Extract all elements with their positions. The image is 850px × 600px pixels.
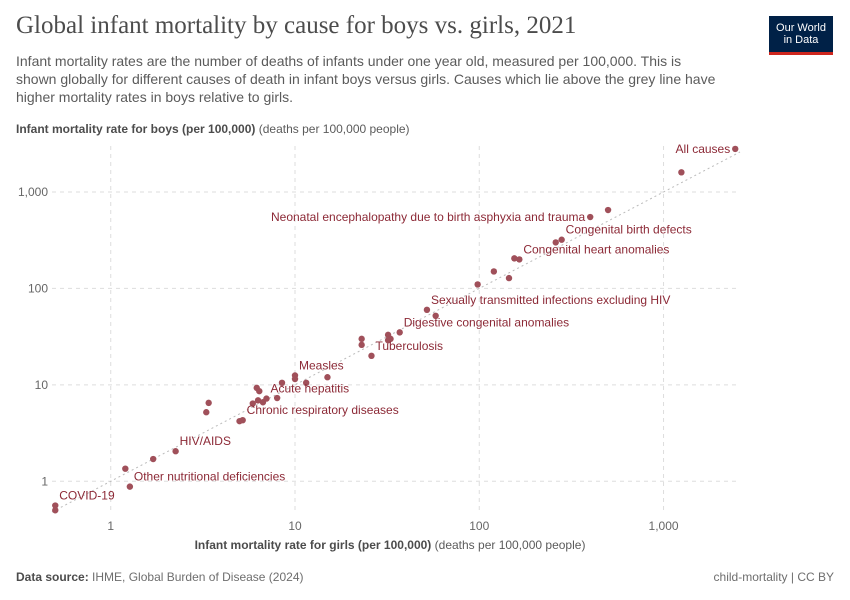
- data-point: [172, 448, 179, 455]
- data-point: [254, 397, 262, 404]
- owid-logo[interactable]: Our World in Data: [769, 16, 833, 55]
- data-point: [324, 374, 331, 381]
- data-point: [259, 399, 267, 406]
- data-point: [368, 352, 375, 360]
- data-point: [732, 145, 739, 153]
- data-source-bold: Data source:: [16, 570, 89, 584]
- point-label: All causes: [676, 142, 731, 156]
- x-tick-label: 1,000: [649, 519, 679, 533]
- data-point: [604, 206, 612, 214]
- data-point: [587, 213, 594, 221]
- data-point: [52, 502, 59, 509]
- x-tick-label: 1: [107, 519, 114, 533]
- data-point: [122, 465, 129, 472]
- data-point: [678, 169, 685, 176]
- data-point: [474, 281, 481, 288]
- point-label: Chronic respiratory diseases: [247, 403, 399, 417]
- point-label: Acute hepatitis: [270, 382, 349, 396]
- x-axis-label: Infant mortality rate for girls (per 100…: [0, 538, 780, 552]
- point-labels-layer: All causes Neonatal encephalopathy due to…: [59, 142, 730, 503]
- chart-subtitle: Infant mortality rates are the number of…: [16, 53, 716, 105]
- point-label: Sexually transmitted infections excludin…: [431, 293, 670, 307]
- point-label: Tuberculosis: [375, 339, 443, 353]
- data-point: [505, 274, 513, 282]
- point-label: Measles: [299, 359, 344, 373]
- data-point: [358, 335, 365, 343]
- point-label: Other nutritional deficiencies: [134, 470, 285, 484]
- data-point: [396, 329, 403, 336]
- data-point: [516, 256, 523, 263]
- data-point: [203, 409, 210, 416]
- points-layer: [52, 145, 739, 514]
- logo-line-1: Our World: [776, 22, 826, 34]
- data-point: [126, 483, 134, 490]
- y-tick-label: 100: [28, 281, 48, 295]
- y-tick-label: 1,000: [18, 185, 48, 199]
- data-source: Data source: IHME, Global Burden of Dise…: [16, 570, 303, 584]
- x-tick-label: 10: [288, 519, 302, 533]
- data-source-text: IHME, Global Burden of Disease (2024): [92, 570, 304, 584]
- point-label: Congenital birth defects: [566, 223, 692, 237]
- data-point: [423, 306, 431, 314]
- data-point: [150, 455, 157, 463]
- y-axis-label-bold: Infant mortality rate for boys (per 100,…: [16, 122, 256, 136]
- data-point: [249, 400, 256, 407]
- data-point: [302, 379, 310, 387]
- y-tick-label: 1: [41, 474, 48, 488]
- tick-labels-layer: 1 10 100 1,000 1 10 100 1,000: [18, 185, 679, 533]
- x-axis-label-bold: Infant mortality rate for girls (per 100…: [194, 538, 432, 552]
- point-label: Digestive congenital anomalies: [404, 315, 569, 329]
- data-point: [552, 239, 559, 246]
- logo-line-2: in Data: [783, 34, 819, 46]
- data-point: [278, 379, 286, 387]
- y-tick-label: 10: [35, 378, 49, 392]
- data-point: [273, 394, 281, 402]
- data-point: [256, 387, 263, 395]
- data-point: [384, 337, 392, 344]
- y-axis-label: Infant mortality rate for boys (per 100,…: [16, 122, 410, 136]
- data-point: [52, 507, 59, 514]
- point-label: HIV/AIDS: [180, 434, 231, 448]
- data-point: [205, 399, 212, 407]
- chart-credit[interactable]: child-mortality | CC BY: [713, 570, 834, 584]
- point-label: Neonatal encephalopathy due to birth asp…: [271, 210, 586, 224]
- x-tick-label: 100: [469, 519, 489, 533]
- grid-layer: [52, 146, 740, 512]
- point-label: COVID-19: [59, 489, 115, 503]
- data-point: [490, 268, 498, 275]
- data-point: [558, 236, 565, 243]
- chart-title: Global infant mortality by cause for boy…: [16, 12, 577, 39]
- y-axis-label-unit: (deaths per 100,000 people): [258, 122, 410, 136]
- data-point: [291, 375, 299, 383]
- x-axis-label-unit: (deaths per 100,000 people): [434, 538, 586, 552]
- data-point: [358, 341, 365, 349]
- data-point: [236, 417, 243, 425]
- data-point: [511, 255, 518, 262]
- data-point: [432, 312, 439, 320]
- point-label: Congenital heart anomalies: [523, 242, 669, 256]
